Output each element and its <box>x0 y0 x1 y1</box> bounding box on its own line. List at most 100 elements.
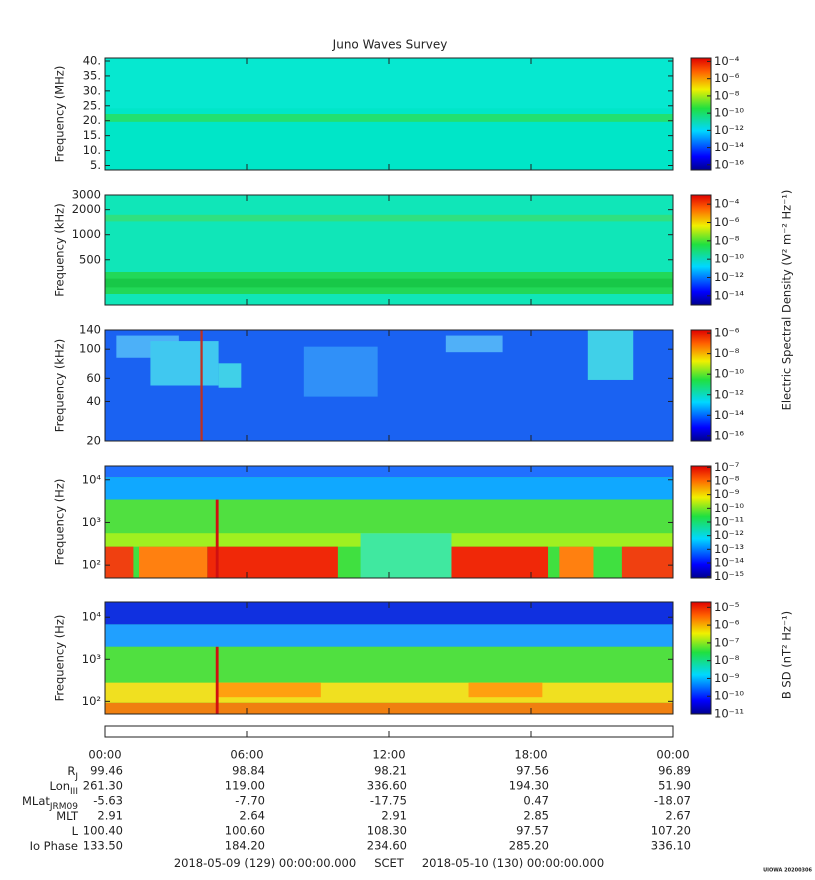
y-axis-label: Frequency (Hz) <box>53 615 67 702</box>
ephemeris-label: RJ <box>67 764 78 782</box>
ephemeris-name: MLT <box>56 809 79 823</box>
y-tick-label: 10² <box>82 558 101 572</box>
y-tick-label: 10³ <box>82 515 102 529</box>
spectrogram <box>105 477 673 500</box>
y-tick-label: 10⁴ <box>82 472 102 486</box>
colorbar-tick-label: 10⁻⁶ <box>714 618 740 632</box>
spectrogram <box>215 499 219 578</box>
ephemeris-value: 2.91 <box>97 809 123 823</box>
colorbar-tick-label: 10⁻¹⁰ <box>714 367 744 381</box>
colorbar-label: B SD (nT² Hz⁻¹) <box>780 611 794 699</box>
colorbar-tick-label: 10⁻⁵ <box>714 600 740 614</box>
spectrogram <box>105 114 673 122</box>
y-tick-label: 10³ <box>82 652 102 666</box>
ephemeris-sub: III <box>70 787 78 797</box>
ephemeris-value: 108.30 <box>367 824 407 838</box>
footer-start: 2018-05-09 (129) 00:00:00.000 <box>174 856 356 870</box>
colorbar-tick-label: 10⁻¹⁴ <box>714 288 744 302</box>
colorbar-tick-label: 10⁻¹³ <box>714 542 744 556</box>
spectrogram <box>218 682 321 698</box>
ephemeris-value: 100.60 <box>225 824 265 838</box>
colorbar-tick-label: 10⁻⁸ <box>714 88 740 102</box>
colorbar-tick-label: 10⁻¹⁶ <box>714 428 744 442</box>
colorbar-tick-label: 10⁻¹⁰ <box>714 106 744 120</box>
y-axis-label: Frequency (Hz) <box>53 479 67 566</box>
ephemeris-name: Lon <box>50 779 71 793</box>
spectrogram <box>105 214 673 222</box>
ephemeris-value: 99.46 <box>90 764 123 778</box>
colorbar-tick-label: 10⁻⁶ <box>714 326 740 340</box>
ephemeris-label: L <box>72 824 79 838</box>
colorbar-tick-label: 10⁻¹⁴ <box>714 555 744 569</box>
spectrogram <box>105 624 673 647</box>
ephemeris-value: 2.91 <box>381 809 407 823</box>
y-axis-label: Frequency (MHz) <box>53 66 67 163</box>
spectrogram <box>105 278 673 288</box>
ephemeris-value: -17.75 <box>370 794 407 808</box>
spectrogram <box>451 546 549 578</box>
y-axis-label: Frequency (kHz) <box>53 339 67 432</box>
spectrogram <box>303 346 378 397</box>
y-tick-label: 40. <box>83 53 101 67</box>
ephemeris-name: L <box>72 824 79 838</box>
ephemeris-value: 100.40 <box>83 824 123 838</box>
spectrogram <box>105 646 673 683</box>
colorbar-tick-label: 10⁻¹⁰ <box>714 501 744 515</box>
ephemeris-value: -18.07 <box>654 794 691 808</box>
ephemeris-value: 98.21 <box>374 764 407 778</box>
spectrogram <box>105 682 673 703</box>
ephemeris-value: 96.89 <box>658 764 691 778</box>
y-tick-label: 60 <box>86 371 101 385</box>
ephemeris-name: Io Phase <box>30 839 78 853</box>
x-tick-label: 06:00 <box>230 748 263 762</box>
y-tick-label: 20 <box>86 434 101 448</box>
colorbar-tick-label: 10⁻¹⁵ <box>714 569 744 583</box>
spectrogram <box>218 363 242 388</box>
footer-end: 2018-05-10 (130) 00:00:00.000 <box>422 856 604 870</box>
colorbar-tick-label: 10⁻¹⁶ <box>714 157 744 171</box>
x-tick-label: 00:00 <box>656 748 689 762</box>
colorbar-tick-label: 10⁻⁸ <box>714 474 740 488</box>
y-tick-label: 10² <box>82 694 101 708</box>
y-tick-label: 10⁴ <box>82 610 102 624</box>
spectrogram <box>468 682 543 698</box>
colorbar-tick-label: 10⁻¹¹ <box>714 515 744 529</box>
colorbar <box>690 601 712 715</box>
colorbar-tick-label: 10⁻⁸ <box>714 233 740 247</box>
colorbar-tick-label: 10⁻¹² <box>714 528 744 542</box>
colorbar-tick-label: 10⁻¹⁰ <box>714 252 744 266</box>
ephemeris-value: 133.50 <box>83 839 123 853</box>
spectrogram <box>559 546 594 578</box>
colorbar <box>690 329 712 442</box>
y-tick-label: 2000 <box>72 202 101 216</box>
ephemeris-value: 51.90 <box>658 779 691 793</box>
spectrogram <box>139 546 208 578</box>
spectrogram <box>207 546 338 578</box>
colorbar-tick-label: 10⁻⁴ <box>714 197 740 211</box>
footer: 2018-05-09 (129) 00:00:00.000 SCET 2018-05… <box>174 856 604 870</box>
spectrogram <box>215 646 219 714</box>
spectrogram <box>150 341 219 386</box>
x-tick-label: 12:00 <box>372 748 405 762</box>
y-tick-label: 5. <box>90 158 101 172</box>
y-tick-label: 500 <box>79 252 101 266</box>
x-tick-label: 00:00 <box>88 748 121 762</box>
colorbar-tick-label: 10⁻¹⁰ <box>714 689 744 703</box>
y-tick-label: 3000 <box>72 188 101 202</box>
ephemeris-value: 98.84 <box>232 764 265 778</box>
colorbar-tick-label: 10⁻¹² <box>714 123 744 137</box>
ephemeris-value: 261.30 <box>83 779 123 793</box>
colorbar-tick-label: 10⁻⁷ <box>714 635 740 649</box>
spectrogram <box>105 58 673 109</box>
ephemeris-sub: J <box>74 772 78 782</box>
colorbar-tick-label: 10⁻¹² <box>714 387 744 401</box>
colorbar-tick-label: 10⁻⁶ <box>714 71 740 85</box>
ephemeris-value: 194.30 <box>509 779 549 793</box>
ephemeris-value: 336.60 <box>367 779 407 793</box>
colorbar-tick-label: 10⁻⁹ <box>714 487 740 501</box>
colorbar-tick-label: 10⁻¹⁴ <box>714 408 744 422</box>
colorbar-tick-label: 10⁻⁸ <box>714 653 740 667</box>
y-tick-label: 15. <box>83 128 101 142</box>
ephemeris-label: MLatJRM09 <box>22 794 78 812</box>
